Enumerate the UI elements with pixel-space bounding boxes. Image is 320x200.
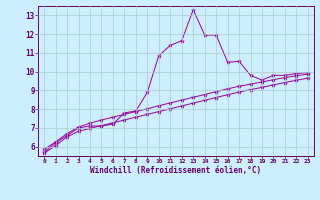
- X-axis label: Windchill (Refroidissement éolien,°C): Windchill (Refroidissement éolien,°C): [91, 166, 261, 175]
